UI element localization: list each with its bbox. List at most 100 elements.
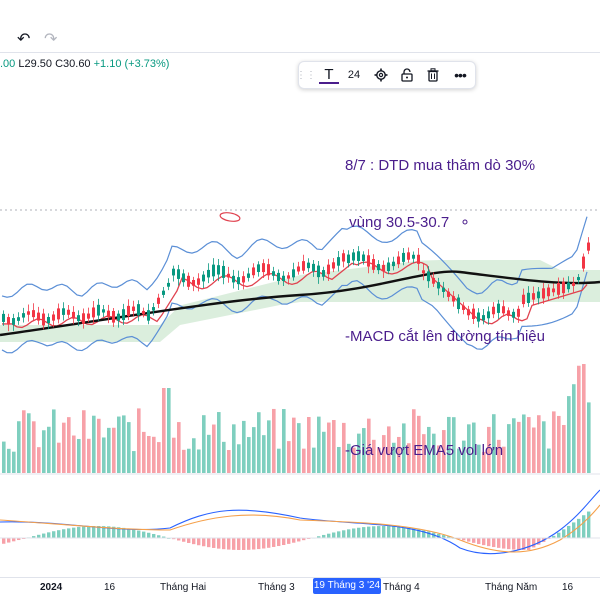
candle-body [282,275,285,282]
candle-body [402,252,405,262]
volume-bar [352,447,356,473]
macd-histogram-bar [417,529,421,538]
macd-histogram-bar [507,538,511,550]
annotation-line: 8/7 : DTD mua thăm dò 30% [345,157,536,174]
candle-body [317,265,320,278]
macd-histogram-bar [227,538,231,550]
macd-histogram-bar [217,538,221,549]
volume-bar [372,439,376,473]
macd-histogram-bar [482,538,486,546]
volume-bar [472,422,476,473]
macd-histogram-bar [292,538,296,543]
macd-histogram-bar [137,530,141,538]
candle-body [292,269,295,278]
volume-bar [152,436,156,473]
candle-body [587,242,590,251]
volume-bar [112,427,116,473]
macd-histogram-bar [32,536,36,538]
ohlc-legend: .00 L29.50 C30.60 +1.10 (+3.73%) [0,58,169,70]
volume-bar [177,422,181,473]
candle-body [562,281,565,294]
macd-histogram-bar [172,538,176,540]
volume-bar [312,447,316,473]
volume-bar [392,442,396,473]
volume-bar [567,396,571,473]
volume-bar [512,418,516,473]
macd-histogram-bar [492,538,496,548]
time-axis-label: Tháng 4 [383,582,420,593]
macd-histogram-bar [437,533,441,538]
time-axis-label: Tháng Hai [160,582,207,593]
volume-bar [197,449,201,473]
macd-histogram-bar [327,533,331,538]
settings-icon[interactable] [371,66,391,84]
candle-body [107,310,110,318]
drag-handle-icon[interactable]: ⋮⋮ [296,69,316,81]
candle-body [297,266,300,272]
time-axis[interactable] [0,577,600,601]
candle-body [247,273,250,278]
candle-body [532,293,535,300]
volume-bar [122,415,126,473]
volume-bar [147,435,151,473]
ohlc-change: +1.10 (+3.73%) [93,58,170,70]
volume-bar [332,420,336,473]
ichimoku-cloud [0,260,600,342]
candle-body [127,305,130,317]
time-axis-label: Tháng 3 [258,582,295,593]
macd-histogram-bar [362,527,366,538]
candle-body [32,310,35,318]
undo-icon[interactable]: ↶ [17,31,31,48]
annotation-line [345,384,545,403]
volume-bar [127,422,131,473]
candle-body [137,304,140,315]
ohlc-close: C30.60 [55,58,91,70]
more-icon[interactable]: ••• [454,67,467,83]
volume-bar [457,448,461,473]
candle-body [537,291,540,299]
candle-body [92,307,95,318]
candle-body [307,262,310,269]
macd-histogram-bar [107,526,111,538]
volume-bar [187,448,191,473]
text-annotation[interactable]: 8/7 : DTD mua thăm dò 30% vùng 30.5-30.7… [345,118,545,479]
macd-histogram-bar [67,528,71,538]
volume-bar [497,439,501,473]
volume-bar [192,438,196,473]
macd-histogram-bar [522,538,526,550]
volume-bar [447,416,451,473]
volume-bar [302,448,306,473]
candle-body [82,313,85,324]
text-tool-icon[interactable]: T [319,66,339,84]
volume-bar [102,437,106,473]
volume-bar [487,426,491,473]
macd-histogram-bar [257,538,261,550]
font-size-button[interactable]: 24 [347,69,361,81]
macd-histogram-bar [317,536,321,538]
volume-bar [552,411,556,473]
trash-icon[interactable] [423,66,443,84]
volume-bar [7,448,11,473]
volume-bar [37,447,41,473]
macd-histogram-bar [247,538,251,550]
macd-histogram-bar [297,538,301,542]
macd-histogram-bar [112,526,116,538]
annotation-line: vùng 30.5-30.7 [345,214,450,231]
volume-bar [527,417,531,473]
candle-body [112,310,115,323]
lock-icon[interactable] [397,66,417,84]
macd-histogram-bar [587,511,591,538]
redo-icon[interactable]: ↷ [44,31,58,48]
macd-histogram-bar [277,538,281,547]
volume-bar [67,417,71,473]
macd-histogram-bar [497,538,501,548]
macd-histogram-bar [282,538,286,546]
candle-body [472,308,475,319]
volume-bar [532,427,536,473]
volume-bar [337,446,341,473]
candle-body [362,254,365,261]
candle-body [272,271,275,276]
macd-histogram-bar [97,526,101,538]
macd-histogram-bar [407,527,411,538]
